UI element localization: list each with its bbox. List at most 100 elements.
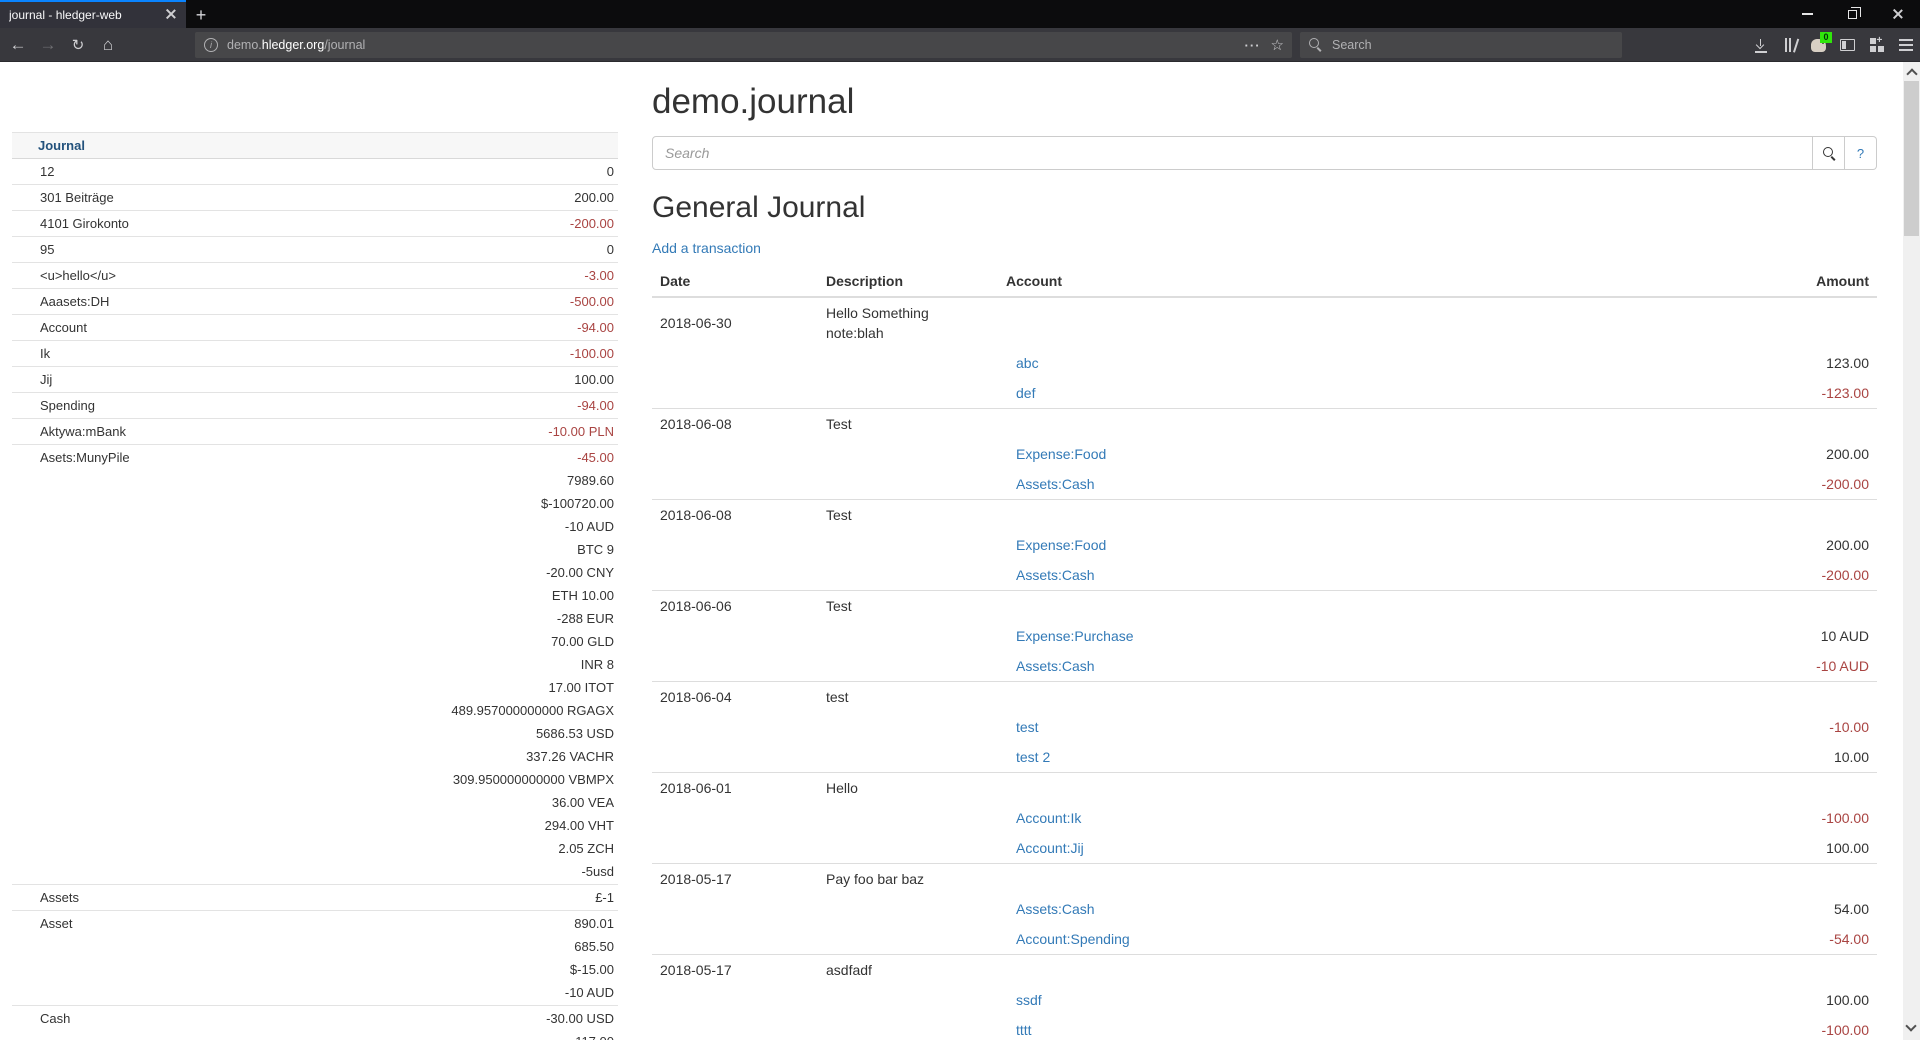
posting-account-link[interactable]: ssdf (1016, 992, 1042, 1008)
url-path: /journal (324, 38, 366, 52)
account-balance: -117.00 (571, 1034, 614, 1040)
journal-search-button[interactable] (1813, 136, 1845, 170)
account-balance: -10 AUD (564, 985, 614, 1000)
apps-grid-icon[interactable]: + (1862, 28, 1891, 62)
posting-amount: 10 AUD (1820, 628, 1869, 644)
sidebar-account-link[interactable]: Asets:MunyPile (40, 450, 130, 465)
posting-row: ssdf 100.00 (652, 985, 1877, 1015)
sidebar-account-link[interactable]: <u>hello</u> (40, 268, 116, 283)
url-text: demo.hledger.org/journal (227, 38, 1245, 52)
account-balance: -45.00 (577, 450, 614, 465)
posting-amount: 100.00 (1826, 840, 1869, 856)
posting-account-link[interactable]: test 2 (1016, 749, 1051, 765)
posting-account-link[interactable]: Assets:Cash (1016, 658, 1095, 674)
sidebar-account-link[interactable]: Jij (40, 372, 53, 387)
add-transaction-link[interactable]: Add a transaction (652, 240, 761, 256)
journal-search-input[interactable] (652, 136, 1813, 170)
back-icon[interactable]: ← (9, 35, 27, 54)
posting-account-link[interactable]: Assets:Cash (1016, 476, 1095, 492)
transaction-date[interactable]: 2018-05-17 (660, 962, 732, 978)
transaction-date[interactable]: 2018-06-08 (660, 416, 732, 432)
scroll-down-icon[interactable] (1905, 1020, 1917, 1032)
posting-row: Assets:Cash 54.00 (652, 894, 1877, 924)
library-icon[interactable] (1775, 28, 1804, 62)
account-balance: 2.05 ZCH (558, 841, 614, 856)
posting-row: Expense:Food 200.00 (652, 530, 1877, 560)
window-restore-button[interactable] (1830, 0, 1875, 28)
page-actions-icon[interactable]: ··· (1244, 37, 1261, 53)
account-balance: 7989.60 (567, 473, 614, 488)
sidebar-account-link[interactable]: Aaasets:DH (40, 294, 110, 309)
new-tab-button[interactable]: + (195, 5, 207, 25)
transaction-date[interactable]: 2018-06-06 (660, 598, 732, 614)
posting-row: test -10.00 (652, 712, 1877, 742)
posting-account-link[interactable]: Assets:Cash (1016, 901, 1095, 917)
transaction-row: 2018-05-17 asdfadf (652, 954, 1877, 985)
posting-amount: 200.00 (1826, 537, 1869, 553)
account-balance: -100.00 (569, 346, 614, 361)
site-info-icon[interactable]: i (204, 38, 218, 52)
sidebar-account-link[interactable]: Assets (40, 890, 80, 905)
sidebar-account-link[interactable]: Asset (40, 916, 73, 931)
sidebar-toggle-icon[interactable] (1833, 28, 1862, 62)
menu-hamburger-icon[interactable] (1891, 28, 1920, 62)
sidebar-account-link[interactable]: 95 (40, 242, 55, 257)
page-scrollbar[interactable] (1903, 62, 1920, 1040)
window-minimize-button[interactable] (1785, 0, 1830, 28)
sidebar-account-link[interactable]: 301 Beiträge (40, 190, 114, 205)
transaction-date[interactable]: 2018-06-30 (660, 315, 732, 331)
url-bar[interactable]: i demo.hledger.org/journal ··· ☆ (195, 32, 1292, 58)
bookmark-star-icon[interactable]: ☆ (1270, 37, 1284, 54)
transaction-date[interactable]: 2018-06-01 (660, 780, 732, 796)
sidebar-account-link[interactable]: 4101 Girokonto (40, 216, 129, 231)
window-close-button[interactable] (1875, 0, 1920, 28)
posting-account-link[interactable]: tttt (1016, 1022, 1032, 1038)
posting-amount: 200.00 (1826, 446, 1869, 462)
sidebar-account-link[interactable]: 12 (40, 164, 55, 179)
posting-amount: -200.00 (1821, 567, 1869, 583)
posting-account-link[interactable]: Expense:Food (1016, 537, 1107, 553)
sidebar-account-link[interactable]: Ik (40, 346, 51, 361)
posting-account-link[interactable]: Account:Jij (1016, 840, 1084, 856)
posting-account-link[interactable]: def (1016, 385, 1036, 401)
posting-amount: 100.00 (1826, 992, 1869, 1008)
tab-close-icon[interactable] (166, 9, 176, 19)
account-balance: -288 EUR (556, 611, 614, 626)
transaction-date[interactable]: 2018-06-08 (660, 507, 732, 523)
transaction-date[interactable]: 2018-05-17 (660, 871, 732, 887)
account-balance: 5686.53 USD (535, 726, 614, 741)
forward-icon[interactable]: → (39, 35, 57, 54)
transaction-description: asdfadf (826, 962, 872, 978)
scrollbar-thumb[interactable] (1904, 81, 1919, 236)
transaction-date[interactable]: 2018-06-04 (660, 689, 732, 705)
posting-account-link[interactable]: Account:Ik (1016, 810, 1082, 826)
search-help-button[interactable]: ? (1845, 136, 1877, 170)
posting-account-link[interactable]: Expense:Purchase (1016, 628, 1134, 644)
posting-account-link[interactable]: Expense:Food (1016, 446, 1107, 462)
scroll-up-icon[interactable] (1905, 68, 1918, 80)
browser-tab[interactable]: journal - hledger-web (0, 0, 186, 28)
sidebar-account-link[interactable]: Aktywa:mBank (40, 424, 126, 439)
extension-icon[interactable]: 0 (1804, 28, 1833, 62)
posting-account-link[interactable]: Assets:Cash (1016, 567, 1095, 583)
sidebar-account-row: Asset 890.01 685.50 $-15.00 -10 AUD (12, 910, 618, 1006)
toolbar-search-field[interactable]: Search (1300, 32, 1622, 58)
posting-account-link[interactable]: test (1016, 719, 1039, 735)
journal-link[interactable]: Journal (38, 138, 85, 153)
account-balance: 200.00 (574, 190, 614, 205)
section-heading: General Journal (652, 191, 866, 224)
account-balance: 294.00 VHT (544, 818, 614, 833)
account-balance: 100.00 (574, 372, 614, 387)
sidebar-account-link[interactable]: Cash (40, 1011, 71, 1026)
account-balance: $-15.00 (569, 962, 614, 977)
reload-icon[interactable]: ↻ (71, 37, 85, 54)
account-balance: 36.00 VEA (551, 795, 614, 810)
posting-account-link[interactable]: Account:Spending (1016, 931, 1130, 947)
posting-amount: 54.00 (1833, 901, 1869, 917)
account-balance: £-1 (595, 890, 614, 905)
sidebar-account-link[interactable]: Spending (40, 398, 95, 413)
posting-account-link[interactable]: abc (1016, 355, 1039, 371)
downloads-icon[interactable] (1746, 28, 1775, 62)
home-icon[interactable]: ⌂ (102, 35, 114, 54)
sidebar-account-link[interactable]: Account (40, 320, 87, 335)
